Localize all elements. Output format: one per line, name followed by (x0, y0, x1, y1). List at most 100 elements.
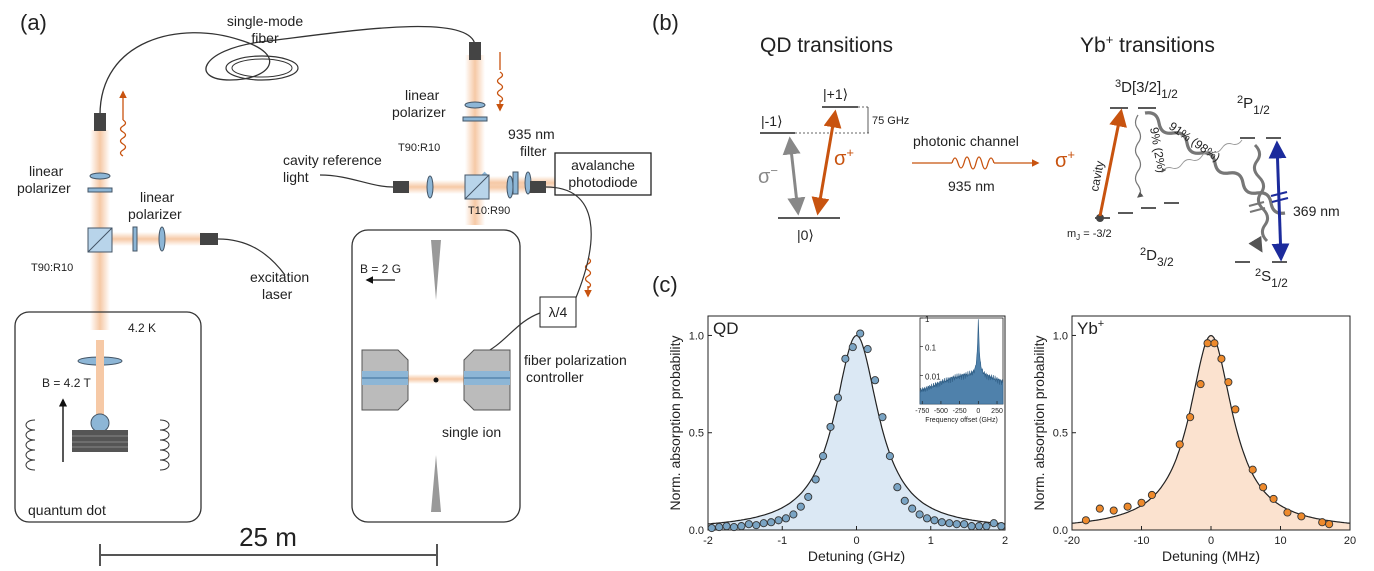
data-point (789, 510, 798, 519)
data-point (1109, 506, 1118, 515)
y-tick-label: 1.0 (1053, 330, 1068, 342)
field-label-ion: B = 2 G (360, 262, 401, 276)
yb-s12-label: 2S1/2 (1255, 267, 1288, 290)
data-point (997, 522, 1006, 531)
field-label-dot: B = 4.2 T (42, 376, 91, 390)
data-point (930, 516, 939, 525)
yb-d32-label: 2D3/2 (1140, 246, 1174, 269)
data-point (967, 522, 976, 531)
data-point (729, 523, 739, 532)
weak-decay-arrow (1161, 139, 1243, 173)
data-point (960, 520, 969, 529)
apd-box (554, 152, 652, 196)
channel-wavelength: 935 nm (948, 178, 995, 194)
svg-text:photodiode: photodiode (568, 174, 638, 190)
reference-coupler (393, 181, 409, 193)
coil-right (159, 419, 170, 471)
bs-right-ratio: T10:R90 (468, 205, 510, 217)
chart-label: QD (713, 319, 739, 338)
left-polarizer-lens (89, 172, 111, 180)
filter-label: 935 nm (508, 126, 555, 142)
data-point (1137, 498, 1146, 507)
y-axis-label: Norm. absorption probability (667, 335, 683, 510)
linear-polarizer-mid-label: linear (140, 189, 175, 205)
y-tick-label: 0.5 (1053, 428, 1068, 440)
x-tick-label: 1 (928, 535, 934, 547)
x-tick-label: 0 (1208, 535, 1214, 547)
data-point (1231, 405, 1240, 414)
data-point (759, 519, 768, 528)
photon-down-icon (496, 71, 504, 103)
y-axis-label: Norm. absorption probability (1031, 335, 1047, 510)
mj-state-dot (1096, 214, 1104, 222)
waveplate-label: λ/4 (549, 304, 568, 320)
waveplate-box (539, 296, 577, 328)
data-point (1095, 504, 1104, 513)
svg-text:filter: filter (520, 143, 547, 159)
quantum-dot-label: quantum dot (28, 502, 106, 518)
svg-text:light: light (283, 169, 309, 185)
mid-polarizer (132, 226, 138, 252)
panel-a-setup: (a) single-mode fiber linear polarizer T… (14, 10, 652, 566)
data-point (833, 393, 842, 402)
data-point (752, 521, 761, 530)
cavity-transition-arrow (1098, 108, 1127, 217)
svg-text:polarizer: polarizer (17, 180, 71, 196)
fiber-coupler-right (469, 42, 481, 60)
excitation-laser-label: excitation (250, 269, 309, 285)
sigma-plus-label-qd: σ+ (834, 145, 854, 170)
data-point (1325, 520, 1334, 529)
qd-ket-plus1: |+1⟩ (823, 86, 848, 102)
data-point (819, 452, 828, 461)
trapped-ion (433, 377, 439, 383)
bs-right-top-ratio: T90:R10 (398, 142, 440, 154)
chart-label: Yb+ (1077, 318, 1104, 338)
x-tick-label: 0 (853, 535, 859, 547)
solid-immersion-lens (90, 413, 110, 433)
yb-absorption-chart: -20 -10 0 10 20 0.0 0.5 1.0 Detuning (MHz) Norm. … (1031, 315, 1356, 564)
data-point (1175, 440, 1184, 449)
cavity-reference-label: cavity reference (283, 152, 382, 168)
data-point (871, 376, 880, 385)
inset-x-tick-label: -500 (934, 408, 948, 415)
mj-label: mJ = -3/2 (1067, 228, 1112, 242)
inset-y-tick-label: 0.1 (925, 344, 937, 353)
scale-bar-label: 25 m (239, 522, 297, 552)
data-point (804, 492, 813, 501)
ref-lens (426, 175, 434, 199)
data-point (885, 452, 894, 461)
cryostat-box (14, 311, 202, 523)
yb-transitions-title: Yb+ transitions (1080, 32, 1215, 57)
data-point (878, 413, 887, 422)
mid-lens (158, 226, 166, 252)
temperature-label: 4.2 K (128, 321, 156, 335)
svg-text:polarizer: polarizer (392, 104, 446, 120)
data-point (767, 518, 776, 527)
data-point (908, 504, 917, 513)
single-ion-label: single ion (442, 424, 501, 440)
data-point (848, 343, 857, 352)
data-point (737, 522, 746, 531)
y-tick-label: 0.0 (1053, 525, 1068, 537)
fiber-coupler-left (94, 113, 106, 131)
linear-polarizer-right-label: linear (405, 87, 440, 103)
x-axis-label: Detuning (GHz) (808, 548, 905, 564)
svg-text:laser: laser (262, 286, 293, 302)
filter-plate (512, 171, 519, 195)
svg-text:polarizer: polarizer (128, 206, 182, 222)
photon-fiber-icon (584, 257, 592, 289)
data-point (1186, 413, 1195, 422)
fit-area (708, 335, 1005, 530)
fit-curve (707, 334, 1006, 525)
fiber-lens (506, 175, 514, 199)
data-point (1283, 508, 1292, 517)
data-point (1217, 354, 1226, 363)
inset-x-tick-label: -250 (953, 408, 967, 415)
data-point (774, 516, 783, 525)
qd-ket-minus1: |-1⟩ (761, 113, 783, 129)
cavity-label: cavity (1087, 160, 1107, 193)
photon-up-icon (119, 119, 127, 157)
data-point (952, 520, 961, 529)
inset-y-tick-label: 1 (925, 315, 930, 324)
